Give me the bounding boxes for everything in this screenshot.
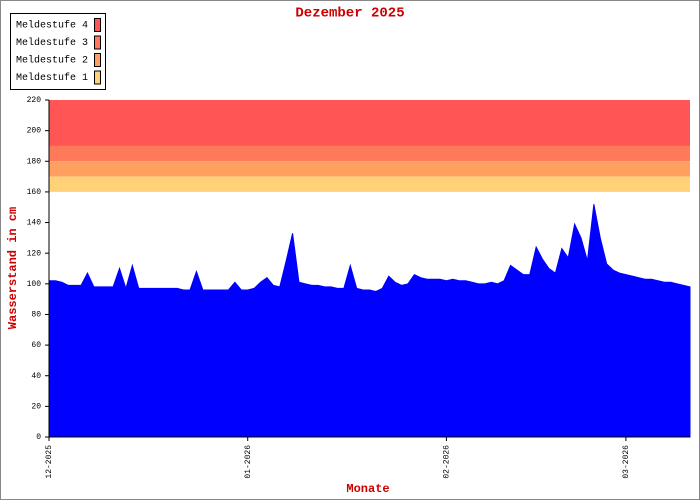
y-tick-label: 120 bbox=[27, 249, 42, 258]
y-tick-label: 80 bbox=[31, 311, 41, 320]
y-tick-label: 20 bbox=[31, 402, 41, 411]
y-tick-label: 220 bbox=[27, 96, 42, 105]
legend-label: Meldestufe 3 bbox=[16, 37, 88, 49]
water-level-area bbox=[48, 204, 691, 438]
legend-swatch bbox=[94, 18, 101, 32]
y-tick-label: 180 bbox=[27, 157, 42, 166]
level-band bbox=[49, 100, 690, 146]
y-tick-label: 60 bbox=[31, 341, 41, 350]
level-band bbox=[49, 176, 690, 192]
y-tick-label: 0 bbox=[36, 433, 41, 442]
y-tick-label: 200 bbox=[27, 127, 42, 136]
legend-swatch bbox=[94, 35, 101, 50]
legend-label: Meldestufe 1 bbox=[16, 72, 88, 84]
legend-label: Meldestufe 2 bbox=[16, 55, 88, 67]
y-tick-label: 140 bbox=[27, 219, 42, 228]
y-axis-label: Wasserstand in cm bbox=[6, 207, 20, 329]
x-tick-label: 01-2026 bbox=[244, 445, 253, 479]
legend-swatch bbox=[94, 70, 101, 85]
y-tick-label: 100 bbox=[27, 280, 42, 289]
legend-label: Meldestufe 4 bbox=[16, 20, 88, 32]
x-axis-label: Monate bbox=[346, 482, 389, 496]
x-tick-label: 12-2025 bbox=[45, 445, 54, 479]
chart-title: Dezember 2025 bbox=[295, 6, 404, 22]
x-tick-label: 02-2026 bbox=[443, 445, 452, 479]
legend-swatch bbox=[94, 53, 101, 67]
y-tick-label: 160 bbox=[27, 188, 42, 197]
level-band bbox=[49, 161, 690, 177]
level-band bbox=[49, 145, 690, 162]
y-tick-label: 40 bbox=[31, 372, 41, 381]
legend-box bbox=[10, 13, 106, 90]
x-tick-label: 03-2026 bbox=[622, 445, 631, 479]
